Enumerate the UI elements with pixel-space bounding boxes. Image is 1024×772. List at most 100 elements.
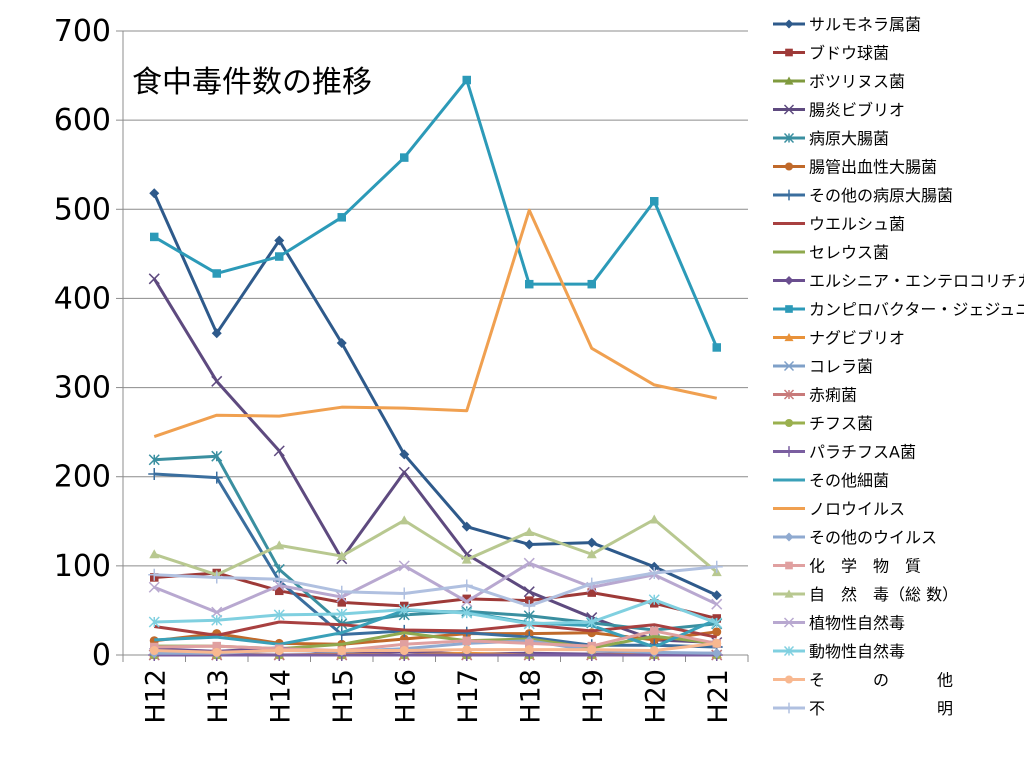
data-point	[275, 252, 284, 261]
legend-label: ウエルシュ菌	[809, 215, 905, 234]
data-point	[648, 566, 661, 579]
data-point	[211, 328, 222, 339]
legend-item: セレウス菌	[773, 243, 889, 262]
data-point	[648, 594, 660, 606]
data-point	[462, 594, 471, 604]
data-point	[399, 646, 409, 656]
data-point	[784, 276, 794, 285]
data-point	[461, 607, 473, 619]
data-point	[586, 616, 598, 628]
legend-item: 自 然 毒（総 数）	[773, 585, 958, 604]
series-21	[149, 514, 722, 579]
data-point	[523, 557, 535, 569]
data-point	[399, 449, 410, 460]
data-point	[784, 162, 794, 171]
series-line	[154, 598, 718, 626]
legend-label: パラチフスA菌	[809, 443, 916, 462]
data-point	[783, 104, 795, 115]
data-point	[212, 641, 221, 651]
x-tick-label: H16	[390, 669, 421, 724]
data-point	[587, 588, 596, 597]
y-tick-label: 600	[54, 103, 111, 138]
legend-item: そ の 他	[773, 671, 953, 690]
data-point	[148, 568, 161, 581]
data-point	[460, 579, 473, 592]
legend-item: 化 学 物 質	[773, 557, 921, 576]
series-line	[154, 629, 718, 653]
data-point	[149, 549, 160, 559]
data-point	[273, 609, 285, 621]
data-point	[585, 577, 598, 590]
x-tick-label: H14	[265, 669, 296, 724]
legend-label: 動物性自然毒	[809, 642, 905, 661]
legend-label: セレウス菌	[809, 243, 889, 262]
data-point	[712, 638, 722, 648]
legend-item: 赤痢菌	[773, 386, 857, 405]
legend-label: 不 明	[809, 699, 953, 718]
x-tick-label: H21	[703, 669, 734, 724]
legend-label: コレラ菌	[809, 357, 873, 376]
data-point	[783, 617, 795, 628]
data-point	[400, 153, 409, 162]
legend-label: 植物性自然毒	[809, 614, 905, 633]
legend-item: 病原大腸菌	[773, 129, 889, 148]
data-point	[586, 537, 597, 548]
data-point	[398, 466, 410, 478]
legend-item: その他の病原大腸菌	[773, 186, 953, 205]
data-point	[274, 235, 285, 246]
data-point	[398, 604, 410, 616]
legend-label: ノロウイルス	[809, 500, 905, 519]
legend: サルモネラ属菌ブドウ球菌ボツリヌス菌腸炎ビブリオ病原大腸菌腸管出血性大腸菌その他…	[773, 15, 1024, 718]
legend-item: パラチフスA菌	[773, 443, 916, 462]
data-point	[524, 539, 535, 550]
data-point	[586, 549, 597, 559]
data-point	[649, 561, 660, 572]
x-tick-label: H19	[578, 669, 609, 724]
legend-label: サルモネラ属菌	[809, 15, 921, 34]
series-18	[153, 208, 718, 439]
data-point	[783, 645, 795, 657]
data-point	[149, 188, 160, 199]
legend-label: カンピロバクター・ジェジュニ/コリ	[809, 300, 1024, 319]
legend-label: エルシニア・エンテロコリチカ	[809, 272, 1024, 291]
data-point	[783, 189, 795, 201]
data-point	[650, 626, 659, 636]
data-point	[148, 581, 160, 593]
data-point	[784, 532, 794, 542]
y-tick-label: 0	[92, 638, 111, 673]
legend-item: 動物性自然毒	[773, 642, 905, 661]
data-point	[784, 418, 794, 428]
data-point	[273, 445, 285, 457]
data-point	[523, 599, 536, 612]
y-tick-label: 100	[54, 549, 111, 584]
data-point	[211, 450, 223, 462]
legend-item: ブドウ球菌	[773, 44, 889, 63]
data-point	[524, 645, 534, 655]
chart-title: 食中毒件数の推移	[132, 65, 372, 100]
series-line	[153, 561, 718, 614]
legend-label: 化 学 物 質	[809, 557, 921, 576]
legend-item: その他のウイルス	[773, 528, 937, 547]
data-point	[784, 675, 794, 684]
legend-label: その他のウイルス	[809, 528, 937, 547]
data-point	[211, 375, 223, 387]
data-point	[784, 76, 794, 85]
legend-item: サルモネラ属菌	[773, 15, 921, 34]
data-point	[711, 648, 722, 659]
data-point	[649, 646, 659, 656]
series-line	[152, 192, 718, 597]
data-point	[462, 645, 472, 655]
data-point	[785, 48, 793, 57]
data-point	[398, 560, 410, 572]
data-point	[148, 454, 160, 466]
data-point	[274, 540, 285, 550]
legend-item: カンピロバクター・ジェジュニ/コリ	[773, 300, 1024, 319]
series-23	[148, 594, 723, 630]
x-tick-label: H15	[328, 669, 359, 724]
series-line	[154, 620, 718, 639]
data-point	[711, 617, 723, 629]
legend-item: 不 明	[773, 699, 953, 718]
legend-label: そ の 他	[809, 671, 953, 690]
series-line	[154, 565, 717, 608]
